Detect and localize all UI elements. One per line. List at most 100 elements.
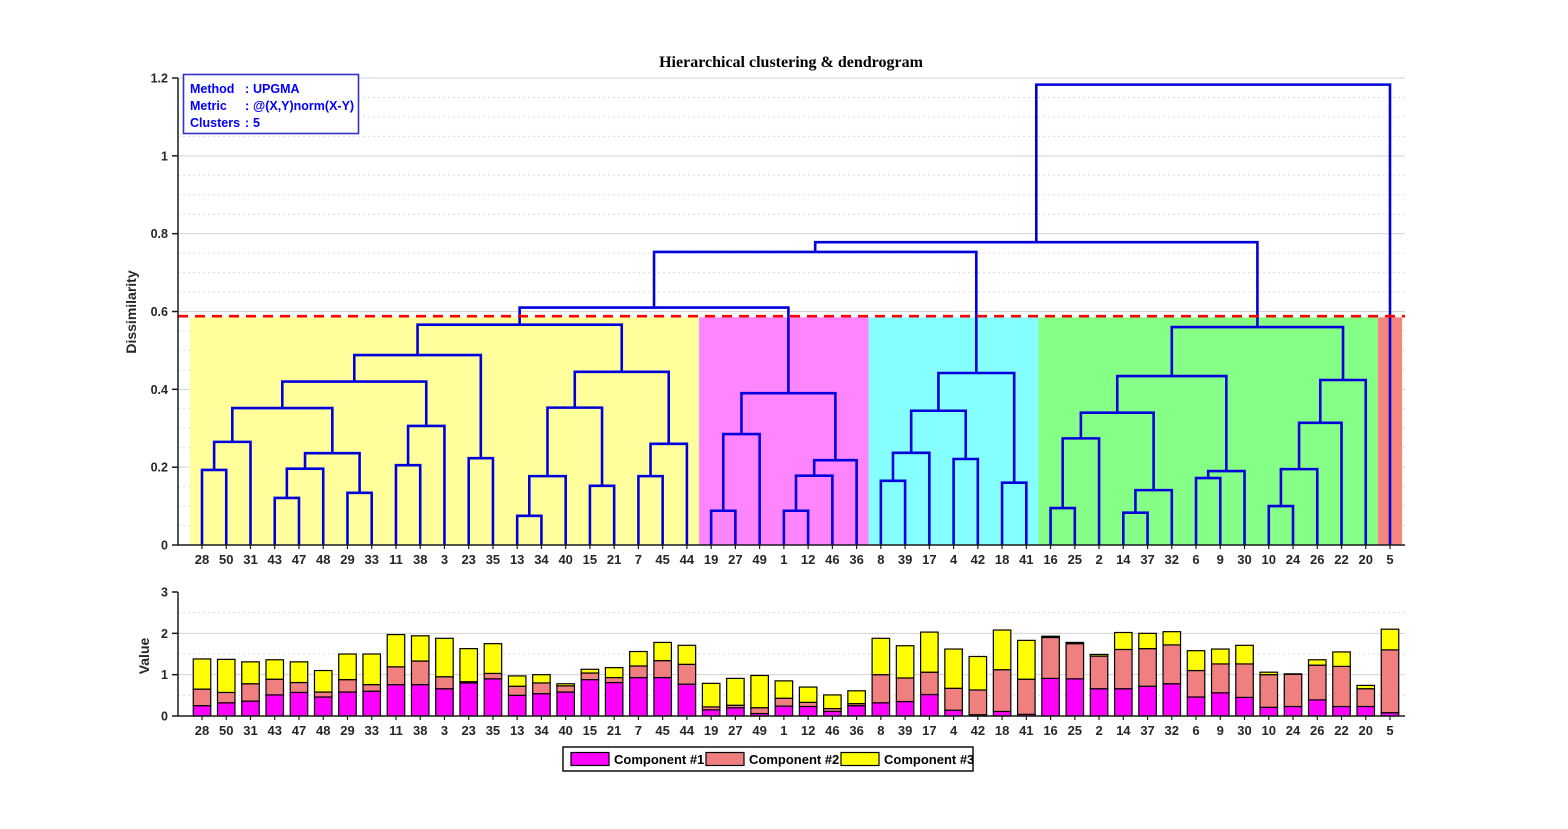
category-label: 24	[1286, 723, 1301, 738]
bar-segment-c3	[1210, 648, 1230, 665]
y-tick-label: 2	[161, 627, 168, 641]
dendrogram-link	[303, 451, 361, 493]
leaf-label: 46	[825, 552, 839, 567]
leaf-label: 35	[486, 552, 500, 567]
info-clusters-sep: :	[245, 116, 249, 130]
bar-segment-c1	[653, 676, 673, 717]
dendrogram-link	[467, 456, 495, 545]
category-label: 31	[243, 723, 257, 738]
bar-segment-c3	[1380, 628, 1400, 651]
bar-segment-c1	[944, 709, 963, 717]
bar-segment-c1	[1041, 677, 1060, 717]
category-label: 8	[877, 723, 884, 738]
category-label: 18	[995, 723, 1009, 738]
dendrogram-link	[573, 370, 671, 444]
category-label: 29	[340, 723, 354, 738]
bar-segment-c3	[1138, 632, 1157, 650]
leaf-label: 12	[801, 552, 815, 567]
category-label: 21	[607, 723, 621, 738]
bar-segment-c1	[1089, 688, 1109, 717]
bar-segment-c2	[1016, 678, 1036, 715]
bar-segment-c1	[507, 694, 527, 717]
bar-segment-c1	[1162, 683, 1182, 717]
bar-segment-c1	[1356, 705, 1376, 717]
info-method-label: Method	[190, 82, 234, 96]
leaf-label: 31	[243, 552, 257, 567]
y-tick-label: 0.6	[151, 305, 168, 319]
category-label: 28	[195, 723, 209, 738]
bar-segment-c3	[847, 690, 866, 705]
bar-segment-c2	[1259, 674, 1279, 708]
bar-segment-c1	[677, 683, 697, 717]
bar-segment-c2	[580, 672, 600, 681]
legend-item-label: Component #1	[614, 752, 704, 767]
bar-segment-c3	[362, 653, 382, 686]
bar-segment-c2	[435, 676, 454, 690]
bar-segment-c2	[798, 701, 818, 708]
bar-segment-c2	[604, 676, 624, 684]
category-label: 46	[825, 723, 839, 738]
dendrogram-link	[212, 440, 252, 545]
leaf-label: 27	[728, 552, 742, 567]
leaf-label: 4	[950, 552, 958, 567]
info-clusters-value: 5	[253, 116, 260, 130]
bar-segment-c3	[1041, 635, 1060, 639]
bar-segment-c3	[750, 674, 769, 709]
bar-segment-c3	[1307, 659, 1327, 666]
info-box: Method : UPGMA Metric : @(X,Y)norm(X-Y) …	[182, 73, 360, 135]
dendrogram-link	[416, 323, 624, 372]
leaf-label: 41	[1019, 552, 1033, 567]
bar-segment-c2	[483, 672, 503, 680]
leaf-label: 15	[583, 552, 597, 567]
bar-segment-c2	[1138, 648, 1157, 687]
leaf-label: 42	[971, 552, 985, 567]
bar-segment-c1	[1113, 688, 1133, 717]
legend-frame	[562, 746, 974, 772]
category-label: 39	[898, 723, 912, 738]
bar-segment-c1	[216, 702, 236, 717]
bar-segment-c3	[265, 659, 285, 680]
dendrogram-link	[352, 353, 483, 459]
bar-segment-c3	[338, 653, 357, 681]
leaf-label: 10	[1262, 552, 1276, 567]
leaf-label: 29	[340, 552, 354, 567]
dendrogram-link	[1034, 83, 1392, 545]
category-label: 14	[1116, 723, 1131, 738]
legend-swatch	[840, 751, 880, 767]
bar-segment-c3	[216, 658, 236, 694]
bar-segment-c3	[895, 645, 915, 679]
leaf-label: 24	[1286, 552, 1301, 567]
leaf-label: 49	[752, 552, 766, 567]
bar-segment-c3	[1065, 641, 1085, 645]
leaf-label: 18	[995, 552, 1009, 567]
leaf-label: 37	[1140, 552, 1154, 567]
bar-segment-c2	[1065, 643, 1085, 680]
leaf-label: 36	[849, 552, 863, 567]
bar-segment-c1	[459, 682, 479, 717]
bar-segment-c2	[1380, 649, 1400, 714]
leaf-label: 16	[1043, 552, 1057, 567]
bar-segment-c3	[435, 637, 454, 678]
category-label: 4	[950, 723, 958, 738]
bar-segment-c3	[604, 667, 624, 679]
bar-segment-c3	[992, 629, 1012, 671]
bar-segment-c1	[483, 678, 503, 717]
bar-segment-c3	[192, 658, 212, 690]
leaf-label: 47	[292, 552, 306, 567]
y-tick-label: 0	[161, 710, 168, 724]
leaf-label: 25	[1068, 552, 1082, 567]
leaf-label: 33	[364, 552, 378, 567]
bar-segment-c2	[1332, 665, 1351, 708]
category-label: 3	[441, 723, 448, 738]
bar-segment-c3	[1089, 653, 1109, 657]
category-label: 25	[1068, 723, 1082, 738]
dendrogram-tree	[200, 83, 1392, 545]
bar-segment-c2	[1162, 644, 1182, 685]
bar-segment-c1	[1259, 706, 1279, 717]
bar-segment-c2	[192, 688, 212, 707]
category-label: 35	[486, 723, 500, 738]
dendrogram-link	[394, 463, 422, 545]
dendrogram-link	[649, 442, 689, 545]
bar-segment-c3	[871, 637, 891, 676]
